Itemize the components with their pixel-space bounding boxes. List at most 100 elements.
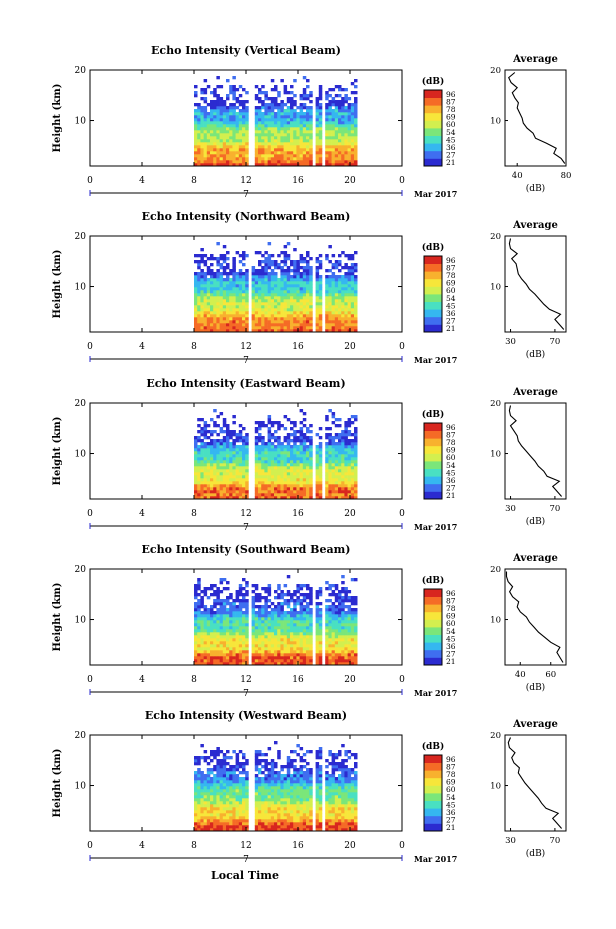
heatmap-cell [299,130,304,134]
heatmap-cell [302,148,307,152]
heatmap-cell [242,439,246,443]
colorbar-swatch [424,453,442,462]
heatmap-cell [334,142,339,146]
heatmap-cell [245,638,249,642]
heatmap-cell [222,308,227,312]
heatmap-cell [347,424,352,428]
heatmap-cell [344,112,348,116]
colorbar-swatch [424,596,442,605]
heatmap-cell [254,275,259,279]
heatmap-cell [226,629,230,633]
heatmap-cell [200,644,204,648]
heatmap-cell [245,163,249,167]
heatmap-cell [222,451,227,455]
heatmap-cell [293,478,297,482]
heatmap-cell [299,320,304,324]
heatmap-cell [197,163,201,167]
heatmap-cell [274,311,278,315]
heatmap-cell [194,91,198,95]
heatmap-cell [238,653,243,657]
heatmap-cell [280,133,284,137]
heatmap-cell [290,496,294,500]
heatmap-cell [347,320,352,324]
heatmap-cell [229,466,233,470]
heatmap-cell [328,275,332,279]
heatmap-cell [325,481,329,485]
heatmap-cell [315,133,320,137]
heatmap-cell [206,596,211,600]
heatmap-cell [238,278,243,282]
heatmap-cell [242,145,246,149]
heatmap-cell [235,590,240,594]
heatmap-cell [222,478,227,482]
heatmap-cell [328,647,332,651]
heatmap-cell [354,659,358,663]
heatmap-cell [203,127,208,131]
heatmap-cell [216,163,220,167]
heatmap-cell [251,659,256,663]
heatmap-cell [216,145,220,149]
heatmap-cell [299,106,304,110]
heatmap-cell [318,475,323,479]
heatmap-cell [229,433,233,437]
heatmap-cell [334,593,339,597]
heatmap-cell [238,130,243,134]
heatmap-cell [235,816,240,820]
heatmap-cell [344,635,348,639]
heatmap-cell [229,278,233,282]
heatmap-cell [309,487,313,491]
heatmap-cell [315,602,320,606]
heatmap-cell [245,317,249,321]
colorbar-tick-label: 87 [446,98,456,107]
heatmap-cell [306,436,310,440]
heatmap-cell [200,454,204,458]
heatmap-cell [280,472,284,476]
heatmap-cell [325,314,329,318]
heatmap-cell [350,602,355,606]
heatmap-cell [274,100,278,104]
heatmap-cell [216,647,220,651]
heatmap-cell [270,275,275,279]
heatmap-cell [341,136,345,140]
average-y-tick-label: 20 [490,66,501,76]
heatmap-cell [197,154,201,158]
heatmap-cell [350,106,355,110]
heatmap-cell [219,457,224,461]
heatmap-cell [206,644,211,648]
heatmap-cell [194,469,198,473]
heatmap-cell [277,478,281,482]
heatmap-cell [293,659,297,663]
heatmap-cell [290,142,294,146]
heatmap-cell [203,454,208,458]
heatmap-cell [331,605,336,609]
heatmap-cell [299,644,304,648]
colorbar-swatch [424,278,442,287]
heatmap-cell [347,816,352,820]
heatmap-cell [229,269,233,273]
heatmap-cell [264,605,268,609]
heatmap-cell [309,145,313,149]
heatmap-cell [232,127,236,131]
heatmap-cell [261,469,265,473]
heatmap-cell [197,302,201,306]
heatmap-cell [334,293,339,297]
heatmap-cell [200,293,204,297]
heatmap-cell [270,293,275,297]
heatmap-cell [338,278,342,282]
heatmap-cell [299,608,304,612]
heatmap-cell [203,121,208,125]
heatmap-cell [283,320,288,324]
y-axis-label: Height (km) [52,250,63,319]
heatmap-cell [235,481,240,485]
heatmap-cell [290,160,294,164]
heatmap-cell [315,272,320,276]
heatmap-cell [290,484,294,488]
heatmap-cell [344,433,348,437]
heatmap-cell [242,466,246,470]
heatmap-cell [203,484,208,488]
heatmap-cell [328,320,332,324]
heatmap-cell [309,121,313,125]
heatmap-cell [296,472,300,476]
heatmap-cell [302,305,307,309]
heatmap-cell [290,659,294,663]
